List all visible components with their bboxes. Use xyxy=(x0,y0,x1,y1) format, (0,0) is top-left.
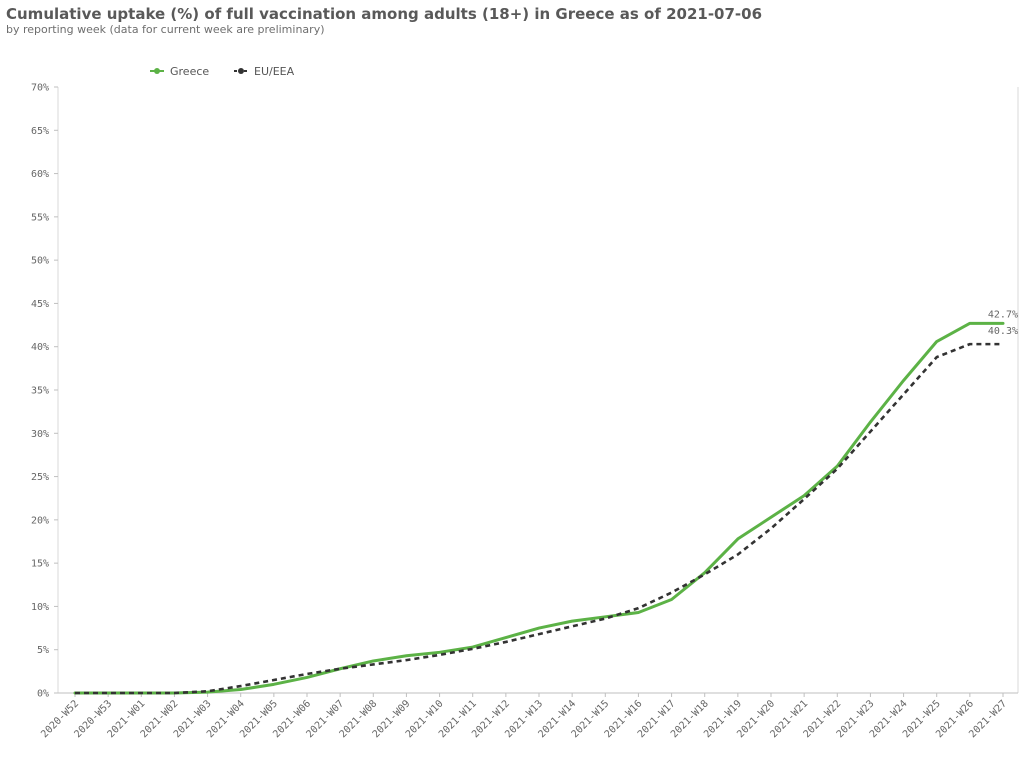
y-tick-label: 55% xyxy=(31,212,49,223)
y-tick-label: 50% xyxy=(31,256,49,267)
end-labels: 42.7% 40.3% xyxy=(988,309,1018,337)
y-tick-label: 5% xyxy=(37,645,49,656)
legend-item-greece: Greece xyxy=(150,65,209,78)
y-tick-label: 60% xyxy=(31,169,49,180)
y-tick-label: 45% xyxy=(31,299,49,310)
y-tick-label: 10% xyxy=(31,602,49,613)
end-label-eu-eea: 40.3% xyxy=(988,326,1018,337)
series-lines xyxy=(73,321,1005,695)
x-axis: 2020-W522020-W532021-W012021-W022021-W03… xyxy=(39,692,1018,740)
y-tick-label: 35% xyxy=(31,386,49,397)
legend-item-eu-eea: EU/EEA xyxy=(234,65,295,78)
legend-swatch-dot xyxy=(238,68,244,74)
chart-subtitle: by reporting week (data for current week… xyxy=(6,23,325,36)
y-tick-label: 70% xyxy=(31,83,49,94)
series-line-eu-eea xyxy=(75,342,1003,695)
y-tick-label: 40% xyxy=(31,342,49,353)
y-tick-label: 15% xyxy=(31,559,49,570)
y-tick-label: 30% xyxy=(31,429,49,440)
y-tick-label: 65% xyxy=(31,126,49,137)
y-tick-label: 25% xyxy=(31,472,49,483)
y-tick-label: 0% xyxy=(37,689,49,700)
series-line-greece xyxy=(73,321,1005,695)
legend: Greece EU/EEA xyxy=(150,65,295,78)
legend-label: Greece xyxy=(170,65,209,78)
chart-title: Cumulative uptake (%) of full vaccinatio… xyxy=(6,5,763,23)
y-tick-label: 20% xyxy=(31,515,49,526)
end-label-greece: 42.7% xyxy=(988,309,1018,320)
legend-swatch-dot xyxy=(154,68,160,74)
legend-label: EU/EEA xyxy=(254,65,295,78)
y-axis: 0% 5% 10% 15% 20% 25% 30% 35% 40% 45% 50% 55% 60% 65%… xyxy=(31,83,1019,700)
